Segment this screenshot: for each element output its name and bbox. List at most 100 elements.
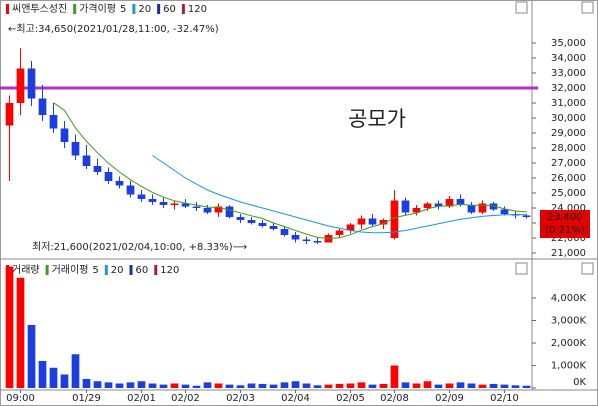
volume-bar [412,383,421,388]
legend-swatch [6,265,9,275]
legend-swatch [73,4,77,14]
volume-bar [500,384,509,388]
volume-bar [401,382,410,388]
candle-body [225,206,234,218]
candle-body [5,102,14,126]
ipo-label: 공모가 [348,107,406,131]
candle-body [368,218,377,225]
y-tick-label: 33,000 [551,68,586,79]
volume-bar [192,385,201,388]
volume-bar [225,384,234,388]
volume-bar [181,384,190,388]
candle-body [203,208,212,213]
candle-body [379,220,388,225]
candle-body [93,166,102,173]
y-tick-label: 1,000K [551,361,587,372]
candle-body [489,203,498,210]
legend-swatch [157,4,161,14]
volume-bar [456,382,465,388]
y-tick-label: 28,000 [551,143,586,154]
volume-bar [115,383,124,388]
volume-bar [214,383,223,388]
legend-label: 거래량 [12,264,40,276]
x-tick-label: 02/01 [127,393,156,404]
candle-body [390,200,399,239]
window-button[interactable] [581,1,594,14]
ma-line [53,102,527,240]
candle-body [500,209,509,215]
candle-body [434,203,443,207]
volume-bar [379,383,388,388]
legend-label: 거래이평 [52,264,89,276]
volume-bar [93,381,102,388]
candle-body [214,206,223,213]
y-tick-label: 27,000 [551,158,586,169]
candle-body [357,218,366,225]
volume-bar [489,383,498,388]
legend-label: 120 [160,265,179,276]
volume-bar [313,385,322,388]
current-change: (0.21%) [545,225,585,236]
y-tick-label: 4,000K [551,293,587,304]
candle-body [335,230,344,236]
candle-body [401,200,410,213]
window-button[interactable] [515,262,528,275]
candle-body [137,194,146,200]
y-tick-label: 2,000K [551,338,587,349]
candle-body [82,155,91,167]
volume-bar [324,384,333,388]
y-tick-label: 34,000 [551,53,586,64]
volume-bar [511,385,520,388]
candle-body [181,203,190,207]
candle-body [522,215,531,218]
x-tick-label: 01/29 [72,393,101,404]
volume-bar [445,383,454,388]
legend-label: 60 [163,4,176,15]
y-tick-label: 3,000K [551,316,587,327]
candle-body [456,199,465,206]
candle-body [38,98,47,115]
volume-bar [357,382,366,388]
candle-body [247,220,256,224]
volume-bar [27,325,36,388]
candle-body [115,181,124,186]
volume-bar [137,381,146,388]
candle-body [71,142,80,156]
legend-label: 20 [138,4,151,15]
y-tick-label: 24,000 [551,203,586,214]
volume-bar [5,266,14,388]
legend-swatch [129,265,133,275]
x-tick-label: 02/10 [490,393,519,404]
volume-bar [236,385,245,388]
y-tick-label: 25,000 [551,188,586,199]
candle-body [236,217,245,221]
candle-body [280,229,289,236]
current-price-box [540,210,590,239]
legend-label: 씨앤투스성진 [12,3,67,15]
volume-bar [335,383,344,388]
volume-bar [302,383,311,388]
legend-swatch [104,265,108,275]
candle-body [423,203,432,209]
candle-body [49,114,58,129]
window-button[interactable] [581,262,594,275]
volume-bar [346,383,355,388]
y-tick-label: 31,000 [551,98,586,109]
y-tick-label: 32,000 [551,83,586,94]
x-tick-label: 02/05 [336,393,365,404]
volume-bar [258,383,267,388]
legend-swatch [6,4,9,14]
low-note: 최저:21,600(2021/02/04,10:00, +8.33%)⟶ [32,241,247,253]
legend-swatch [181,4,185,14]
volume-bar [82,379,91,388]
candle-body [27,68,36,99]
legend-label: 5 [120,4,126,15]
y-tick-label: 30,000 [551,113,586,124]
y-tick-label: 26,000 [551,173,586,184]
candle-body [346,224,355,231]
candle-body [192,206,201,209]
volume-bar [522,385,531,388]
window-button[interactable] [515,1,528,14]
